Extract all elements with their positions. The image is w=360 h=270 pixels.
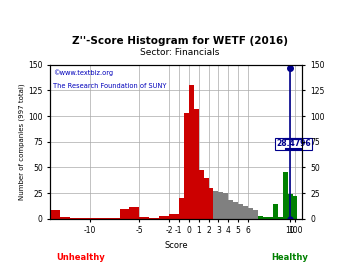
Y-axis label: Number of companies (997 total): Number of companies (997 total) <box>19 83 26 200</box>
Bar <box>179 198 184 219</box>
Bar <box>169 214 179 219</box>
Bar <box>263 217 268 219</box>
Text: The Research Foundation of SUNY: The Research Foundation of SUNY <box>53 83 166 89</box>
Bar <box>288 194 293 219</box>
Bar <box>253 211 258 219</box>
Bar <box>110 218 120 219</box>
Bar <box>120 210 130 219</box>
Bar <box>80 218 90 219</box>
Bar <box>278 217 283 219</box>
Bar <box>273 204 278 219</box>
Text: Z''-Score Histogram for WETF (2016): Z''-Score Histogram for WETF (2016) <box>72 36 288 46</box>
Bar <box>208 188 213 219</box>
Bar <box>70 218 80 219</box>
Text: Unhealthy: Unhealthy <box>56 252 105 262</box>
Bar <box>60 217 70 219</box>
Bar <box>213 191 219 219</box>
Bar <box>130 207 139 219</box>
Bar <box>228 200 233 219</box>
X-axis label: Score: Score <box>165 241 188 250</box>
Bar <box>268 217 273 219</box>
Bar <box>243 206 248 219</box>
Bar <box>203 178 208 219</box>
Bar <box>100 218 110 219</box>
Bar <box>293 196 297 219</box>
Text: ©www.textbiz.org: ©www.textbiz.org <box>53 69 113 76</box>
Bar <box>184 113 189 219</box>
Bar <box>258 216 263 219</box>
Bar <box>219 192 223 219</box>
Bar <box>194 109 199 219</box>
Bar <box>248 208 253 219</box>
Bar <box>90 218 100 219</box>
Bar <box>238 204 243 219</box>
Text: Sector: Financials: Sector: Financials <box>140 48 220 57</box>
Bar <box>189 85 194 219</box>
Bar <box>233 202 238 219</box>
Text: 28.4796: 28.4796 <box>276 139 311 148</box>
Bar <box>139 217 149 219</box>
Text: Healthy: Healthy <box>271 252 308 262</box>
Bar <box>223 193 228 219</box>
Bar <box>159 216 169 219</box>
Bar <box>50 211 60 219</box>
Bar <box>149 218 159 219</box>
Bar <box>283 171 288 219</box>
Bar <box>199 170 203 219</box>
